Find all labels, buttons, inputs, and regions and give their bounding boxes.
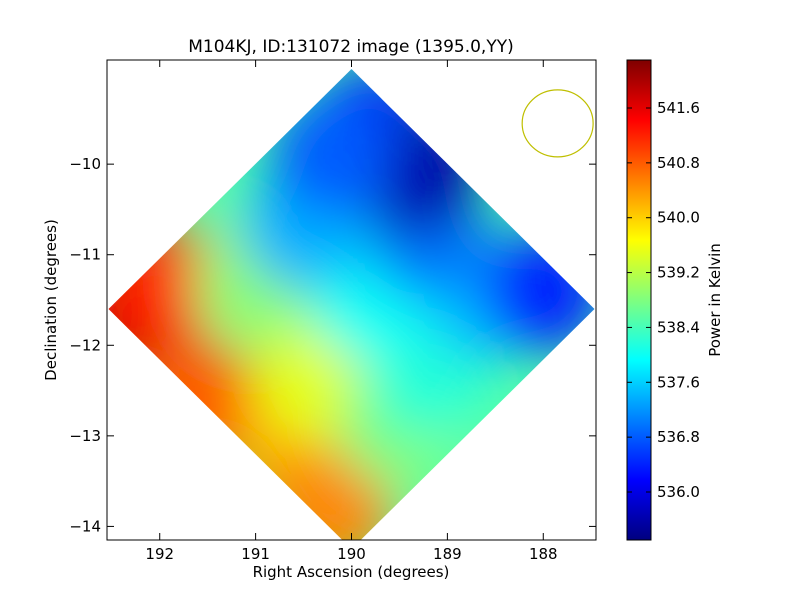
y-tick-label: −14 — [69, 517, 101, 535]
x-tick: 189 — [433, 60, 462, 563]
y-tick: −10 — [69, 155, 596, 173]
y-axis-label: Declination (degrees) — [42, 219, 60, 381]
colorbar-gradient — [627, 60, 651, 540]
colorbar-tick: 540.8 — [627, 154, 700, 172]
beam-ellipse — [521, 89, 594, 158]
colorbar-tick-label: 539.2 — [657, 264, 700, 282]
colorbar-tick-label: 538.4 — [657, 318, 700, 336]
x-tick-label: 190 — [337, 545, 366, 563]
colorbar-tick-label: 537.6 — [657, 373, 700, 391]
colorbar-tick: 536.0 — [627, 483, 700, 501]
x-axis: 192 191 190 189 188 — [145, 60, 558, 563]
colorbar-tick-label: 536.8 — [657, 428, 700, 446]
colorbar-tick-label: 541.6 — [657, 99, 700, 117]
colorbar-tick-label: 540.0 — [657, 209, 700, 227]
colorbar-tick: 538.4 — [627, 318, 700, 336]
x-tick-label: 189 — [433, 545, 462, 563]
colorbar-tick: 540.0 — [627, 209, 700, 227]
colorbar-label: Power in Kelvin — [706, 243, 724, 357]
heatmap-sample — [136, 337, 261, 462]
colorbar-tick: 539.2 — [627, 264, 700, 282]
y-tick-label: −12 — [69, 336, 101, 354]
colorbar-frame — [626, 59, 652, 541]
heatmap-image — [108, 69, 595, 540]
colorbar: 536.0 536.8 537.6 538.4 539.2 540.0 540.8 541.6… — [626, 59, 724, 541]
x-tick-label: 191 — [241, 545, 270, 563]
colorbar-tick: 541.6 — [627, 99, 700, 117]
x-tick: 192 — [145, 60, 174, 563]
colorbar-tick: 537.6 — [627, 373, 700, 391]
y-tick-label: −13 — [69, 427, 101, 445]
chart-title: M104KJ, ID:131072 image (1395.0,YY) — [188, 37, 514, 57]
y-tick-label: −10 — [69, 155, 101, 173]
colorbar-tick: 536.8 — [627, 428, 700, 446]
plot-area — [108, 69, 595, 540]
x-tick-label: 192 — [145, 545, 174, 563]
colorbar-tick-label: 536.0 — [657, 483, 700, 501]
colorbar-ticks: 536.0 536.8 537.6 538.4 539.2 540.0 540.8 541.6 — [627, 99, 700, 501]
x-tick: 191 — [241, 60, 270, 563]
x-tick-label: 188 — [529, 545, 558, 563]
colorbar-tick-label: 540.8 — [657, 154, 700, 172]
heatmap-sample — [270, 93, 395, 218]
y-axis: −10 −11 −12 −13 −14 — [69, 155, 596, 535]
y-tick: −12 — [69, 336, 596, 354]
heatmap-sample — [481, 228, 595, 353]
y-tick: −13 — [69, 427, 596, 445]
heatmap-blobs — [108, 69, 595, 540]
y-tick: −14 — [69, 517, 596, 535]
y-tick: −11 — [69, 246, 596, 264]
y-tick-label: −11 — [69, 246, 101, 264]
x-tick: 190 — [337, 60, 366, 563]
x-axis-label: Right Ascension (degrees) — [253, 563, 450, 581]
x-tick: 188 — [529, 60, 558, 563]
